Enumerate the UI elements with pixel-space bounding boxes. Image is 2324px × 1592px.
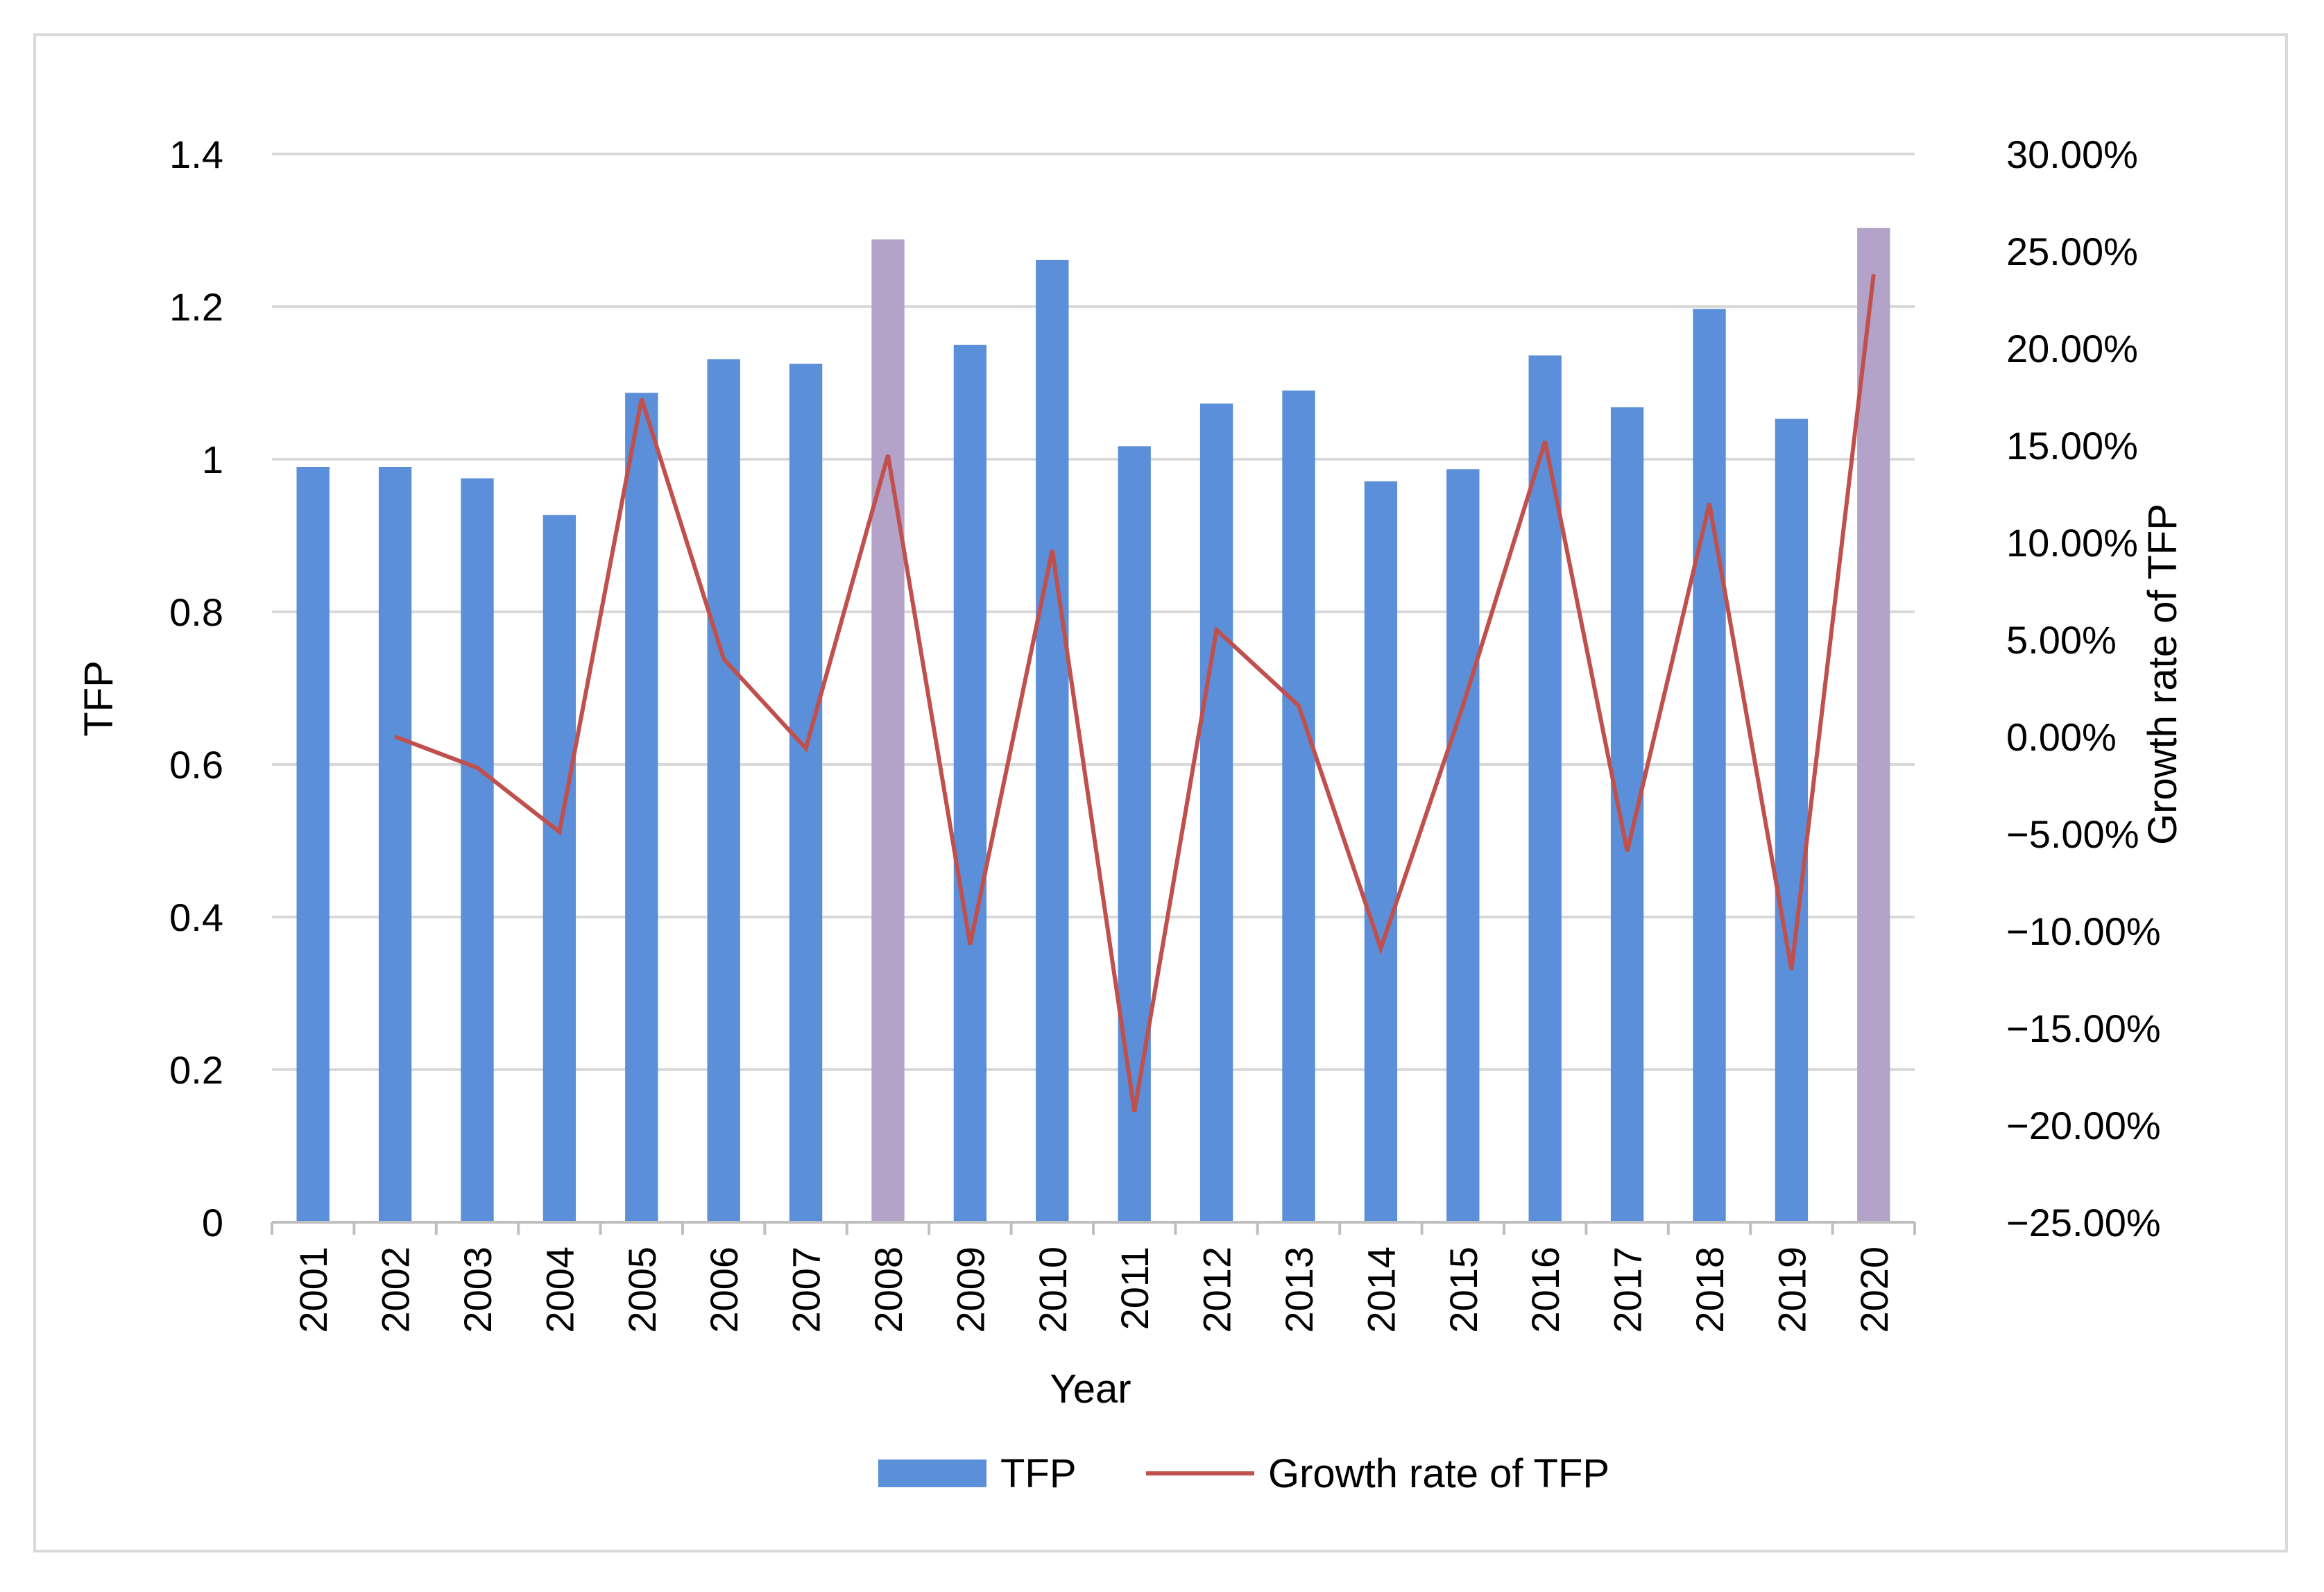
tfp-bar-2001	[296, 467, 330, 1222]
tfp-bar-2014	[1364, 481, 1398, 1222]
chart-frame: 0 0.2 0.4 0.6 0.8 1 1.2 1.4 −25.00% −20.00% −15.0…	[33, 33, 2288, 1552]
growth-point-2005	[640, 397, 642, 400]
tfp-bar-2006	[707, 359, 740, 1222]
x-tick-label: 2004	[538, 1247, 581, 1333]
growth-point-2009	[969, 943, 971, 945]
left-axis-ticks: 0 0.2 0.4 0.6 0.8 1 1.2 1.4	[169, 132, 223, 1244]
x-tick-label: 2012	[1195, 1247, 1239, 1333]
legend-label-growth: Growth rate of TFP	[1268, 1451, 1609, 1496]
growth-point-2016	[1544, 440, 1546, 443]
y2-tick-label: −5.00%	[2006, 812, 2139, 856]
x-tick-label: 2002	[374, 1247, 418, 1333]
tfp-bars	[296, 228, 1890, 1223]
growth-point-2007	[805, 747, 807, 749]
growth-rate-line-group	[394, 273, 1876, 1113]
tfp-bar-2011	[1118, 446, 1151, 1222]
x-tick-label: 2013	[1277, 1247, 1321, 1333]
x-tick-label: 2005	[620, 1247, 664, 1333]
y2-tick-label: −20.00%	[2006, 1104, 2161, 1147]
growth-point-2014	[1380, 948, 1382, 950]
y2-tick-label: 20.00%	[2006, 327, 2138, 370]
x-axis-ticks: 2001 2002 2003 2004 2005 2006 2007 2008 2009 2010…	[291, 1247, 1896, 1333]
y-tick-label: 0.6	[169, 743, 223, 787]
axes	[271, 1221, 1916, 1235]
right-axis-ticks: −25.00% −20.00% −15.00% −10.00% −5.00% 0.00% 5…	[2006, 132, 2161, 1244]
tfp-bar-2018	[1693, 309, 1726, 1222]
y2-tick-label: 30.00%	[2006, 132, 2138, 176]
growth-point-2010	[1051, 549, 1053, 551]
x-tick-label: 2007	[785, 1247, 828, 1333]
growth-point-2017	[1626, 850, 1628, 853]
growth-point-2006	[723, 658, 725, 660]
x-tick-label: 2016	[1523, 1247, 1567, 1333]
y-tick-label: 1.2	[169, 285, 223, 329]
tfp-bar-2013	[1282, 391, 1315, 1222]
x-axis-title: Year	[1050, 1367, 1131, 1412]
x-tick-label: 2008	[866, 1247, 910, 1333]
growth-point-2004	[558, 831, 561, 833]
y2-tick-label: 10.00%	[2006, 521, 2138, 565]
growth-point-2002	[394, 736, 396, 737]
y-tick-label: 1	[202, 438, 223, 481]
tfp-bar-2007	[789, 363, 823, 1222]
y-tick-label: 0.8	[169, 590, 223, 634]
growth-point-2013	[1298, 705, 1299, 707]
legend-label-tfp: TFP	[1000, 1451, 1077, 1496]
growth-point-2019	[1791, 969, 1793, 970]
x-tick-label: 2009	[948, 1247, 992, 1333]
tfp-bar-2005	[625, 393, 658, 1222]
y-tick-label: 0.4	[169, 896, 223, 939]
tfp-bar-2010	[1036, 259, 1069, 1222]
growth-point-2003	[477, 767, 478, 769]
y-axis-title: TFP	[76, 660, 121, 737]
gridlines	[272, 153, 1915, 1071]
growth-point-2011	[1134, 1111, 1136, 1113]
tfp-bar-2017	[1610, 407, 1644, 1223]
tfp-bar-2002	[378, 467, 412, 1222]
y2-tick-label: −25.00%	[2006, 1201, 2161, 1244]
growth-point-2012	[1215, 629, 1217, 631]
y2-tick-label: −10.00%	[2006, 909, 2161, 953]
growth-point-2008	[887, 454, 889, 456]
legend: TFP Growth rate of TFP	[878, 1451, 1609, 1496]
growth-point-2020	[1872, 273, 1874, 275]
x-tick-label: 2006	[702, 1247, 746, 1333]
y-tick-label: 0.2	[169, 1048, 223, 1092]
tfp-bar-2012	[1199, 403, 1233, 1223]
y2-tick-label: 15.00%	[2006, 424, 2138, 468]
growth-point-2018	[1709, 503, 1710, 504]
tfp-bar-2016	[1528, 355, 1562, 1222]
x-tick-label: 2019	[1770, 1247, 1813, 1333]
tfp-combo-chart: 0 0.2 0.4 0.6 0.8 1 1.2 1.4 −25.00% −20.00% −15.0…	[76, 132, 2185, 1496]
x-tick-label: 2003	[456, 1247, 499, 1333]
x-tick-label: 2014	[1359, 1247, 1403, 1333]
y2-tick-label: −15.00%	[2006, 1007, 2161, 1050]
tfp-bar-2004	[542, 515, 576, 1222]
y-tick-label: 0	[202, 1201, 223, 1244]
x-tick-label: 2015	[1442, 1247, 1485, 1333]
y2-tick-label: 0.00%	[2006, 715, 2117, 759]
y2-axis-title: Growth rate of TFP	[2140, 504, 2185, 845]
tfp-bar-2009	[953, 345, 987, 1222]
tfp-bar-2020	[1857, 228, 1890, 1223]
x-tick-label: 2011	[1113, 1247, 1156, 1330]
tfp-bar-2008	[871, 239, 905, 1223]
x-tick-label: 2001	[291, 1247, 335, 1333]
y-tick-label: 1.4	[169, 132, 223, 176]
tfp-bar-2019	[1775, 418, 1809, 1223]
x-tick-label: 2017	[1606, 1247, 1650, 1333]
tfp-bar-2015	[1446, 469, 1480, 1222]
legend-swatch-tfp	[878, 1460, 986, 1487]
x-tick-label: 2018	[1688, 1247, 1732, 1333]
growth-point-2015	[1462, 705, 1464, 707]
x-tick-label: 2020	[1852, 1247, 1896, 1333]
x-tick-label: 2010	[1031, 1247, 1075, 1333]
tfp-bar-2003	[461, 478, 494, 1222]
y2-tick-label: 5.00%	[2006, 618, 2117, 662]
y2-tick-label: 25.00%	[2006, 230, 2138, 273]
